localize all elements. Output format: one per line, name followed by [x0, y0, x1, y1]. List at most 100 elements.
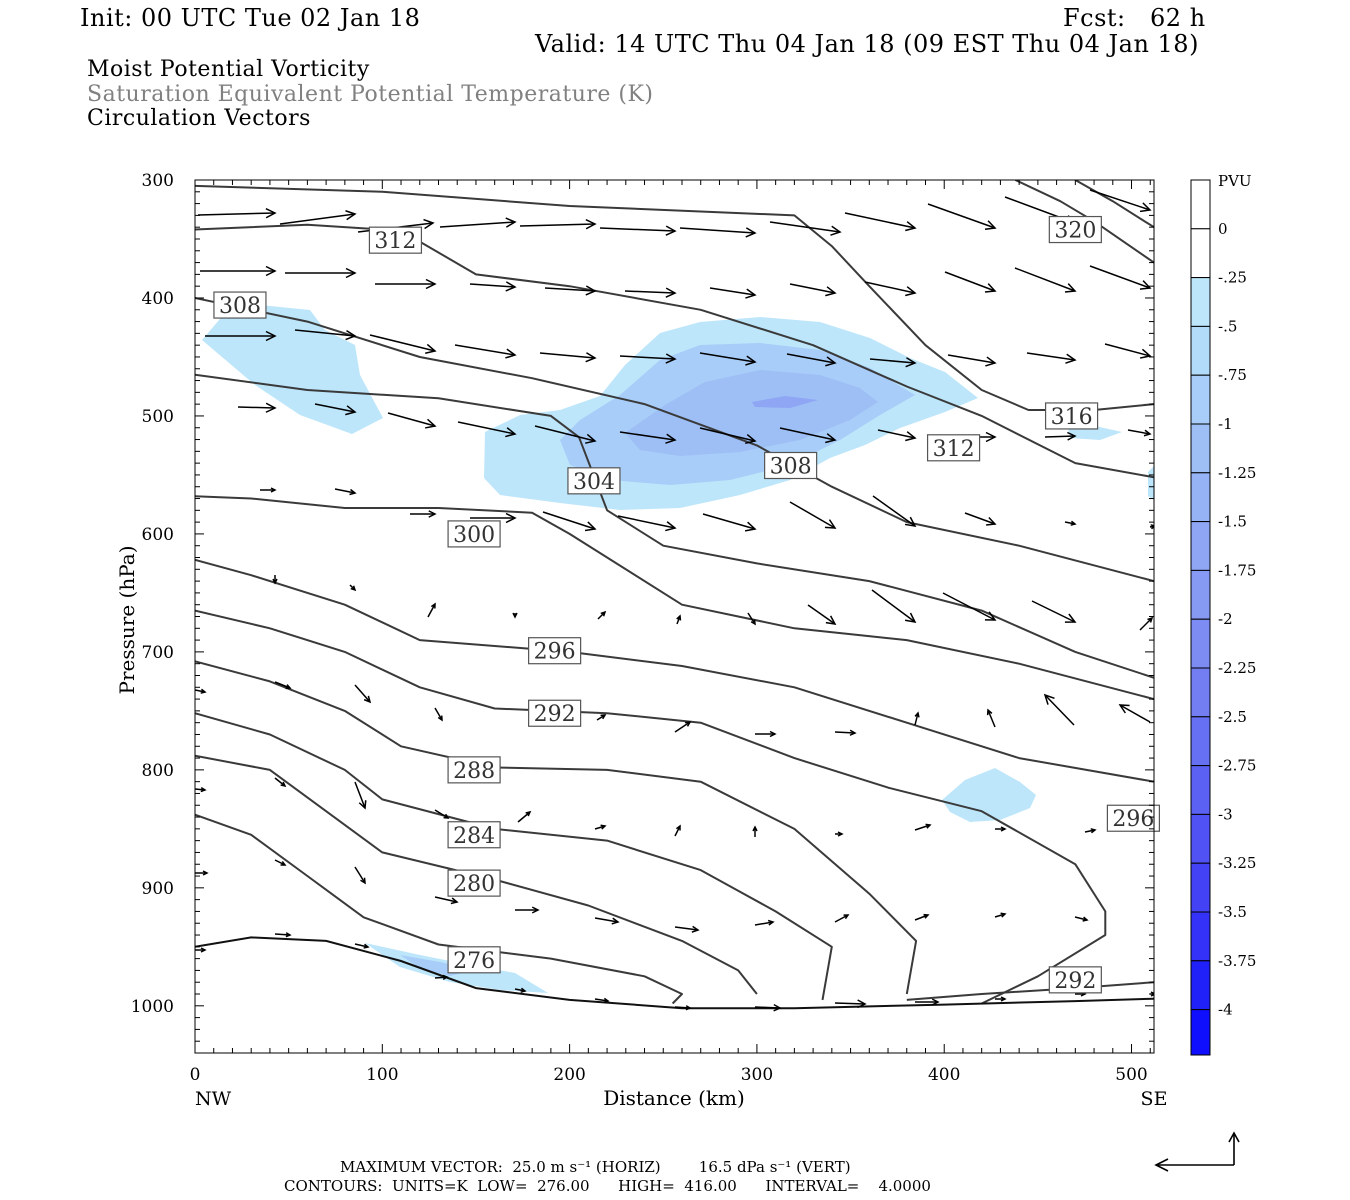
vector-arrow	[915, 998, 940, 1006]
vector-arrow	[769, 221, 842, 236]
axis-ticks	[194, 179, 1154, 1054]
vector-arrow	[871, 589, 917, 624]
vector-arrow	[702, 513, 757, 532]
colorbar-cell	[1190, 277, 1211, 327]
vector-arrow	[512, 612, 518, 619]
y-tick-label: 600	[142, 525, 174, 545]
colorbar-cell	[1190, 667, 1211, 718]
vector-arrow	[596, 714, 607, 721]
svg-text:308: 308	[219, 294, 261, 319]
vector-arrow	[1014, 267, 1077, 293]
vector-arrow	[942, 592, 997, 621]
contour-label: 292	[1048, 966, 1102, 994]
colorbar-cell	[1190, 862, 1211, 913]
vector-arrow	[754, 919, 775, 926]
colorbar-cell	[1190, 813, 1211, 864]
contour-info: CONTOURS: UNITS=K LOW= 276.00 HIGH= 416.…	[284, 1177, 931, 1195]
colorbar-cell	[1190, 472, 1211, 523]
vector-arrow	[434, 707, 443, 722]
colorbar-cell	[1190, 960, 1211, 1011]
contour-292	[906, 981, 1154, 1001]
colorbar-cell	[1190, 228, 1211, 279]
colorbar-cell	[1190, 1009, 1211, 1056]
colorbar-cell	[1190, 911, 1211, 962]
mpv-region-central-2	[625, 370, 878, 456]
vector-arrow	[754, 1003, 782, 1012]
vector-arrow	[594, 824, 607, 830]
vector-arrow	[544, 285, 597, 296]
colorbar-cell	[1190, 765, 1211, 815]
colorbar-label: -2.5	[1218, 708, 1247, 726]
vector-arrow	[752, 825, 758, 837]
vector-arrow	[1084, 828, 1097, 834]
y-tick-label: 800	[142, 761, 174, 781]
vector-arrow	[1127, 429, 1152, 437]
colorbar-label: -1.5	[1218, 513, 1247, 531]
vector-arrow	[927, 203, 997, 230]
contour-324	[1074, 180, 1154, 229]
vector-arrow	[434, 896, 459, 905]
vector-arrow	[779, 427, 837, 444]
vector-arrow	[354, 781, 367, 810]
contour-label: 296	[1106, 804, 1160, 832]
vector-arrow	[1031, 600, 1077, 623]
svg-text:292: 292	[534, 702, 576, 727]
svg-text:284: 284	[453, 824, 495, 849]
vector-arrow	[539, 352, 597, 363]
vector-arrow	[834, 914, 850, 923]
vector-arrow	[237, 402, 277, 413]
vector-arrow	[542, 511, 597, 532]
vector-arrow	[314, 403, 357, 416]
vector-arrow	[699, 352, 757, 366]
svg-text:296: 296	[1112, 807, 1154, 832]
contour-labels: 312 320 308 316 312 304 308 300 296 292 296 288 284 2…	[213, 215, 1160, 994]
colorbar-cell	[1190, 179, 1211, 230]
vector-arrow	[597, 610, 607, 620]
x-end-label-right: SE	[1141, 1088, 1168, 1110]
colorbar-label: -3	[1218, 805, 1233, 823]
vector-arrow	[877, 429, 917, 442]
vector-arrow	[617, 515, 677, 532]
vector-arrow	[869, 357, 917, 368]
contour-296	[195, 558, 1154, 783]
contour-304	[195, 373, 1154, 679]
contour-label: 316	[1044, 402, 1099, 430]
vector-arrow	[789, 283, 837, 297]
svg-text:288: 288	[453, 759, 495, 784]
contour-label: 308	[213, 291, 267, 319]
x-tick-label: 0	[190, 1065, 201, 1085]
max-vector-note: MAXIMUM VECTOR: 25.0 m s⁻¹ (HORIZ) 16.5 …	[340, 1158, 851, 1176]
vector-arrow	[1089, 265, 1152, 290]
vector-arrow	[410, 510, 437, 518]
vector-arrow	[914, 711, 920, 726]
y-tick-label: 400	[142, 289, 174, 309]
vector-arrow	[469, 281, 517, 292]
vector-arrow	[195, 786, 207, 793]
y-tick-label: 700	[142, 643, 174, 663]
colorbar-label: 0	[1218, 220, 1228, 238]
plot-frame	[194, 179, 1155, 1054]
contour-308	[195, 297, 1154, 583]
init-time: Init: 00 UTC Tue 02 Jan 18	[80, 4, 421, 32]
colorbar-label: -4	[1218, 1001, 1233, 1019]
y-tick-label: 300	[142, 171, 174, 191]
vector-arrow	[986, 708, 996, 728]
vector-arrow	[594, 917, 620, 925]
mpv-shading	[202, 305, 1154, 993]
vector-arrow	[519, 219, 597, 230]
contour-label: 276	[447, 946, 501, 974]
vector-arrow	[369, 334, 437, 354]
vector-arrow	[619, 431, 677, 444]
vector-arrow	[1044, 431, 1077, 441]
vector-arrow	[334, 488, 357, 496]
contour-label: 308	[764, 451, 818, 479]
vector-arrow	[789, 501, 837, 529]
vector-arrow	[439, 217, 517, 228]
vector-arrow	[354, 684, 372, 704]
x-tick-label: 200	[553, 1065, 585, 1085]
vector-arrow	[755, 730, 777, 738]
y-tick-label: 1000	[131, 997, 174, 1017]
vector-arrow	[515, 906, 540, 914]
vector-arrow	[834, 729, 857, 736]
